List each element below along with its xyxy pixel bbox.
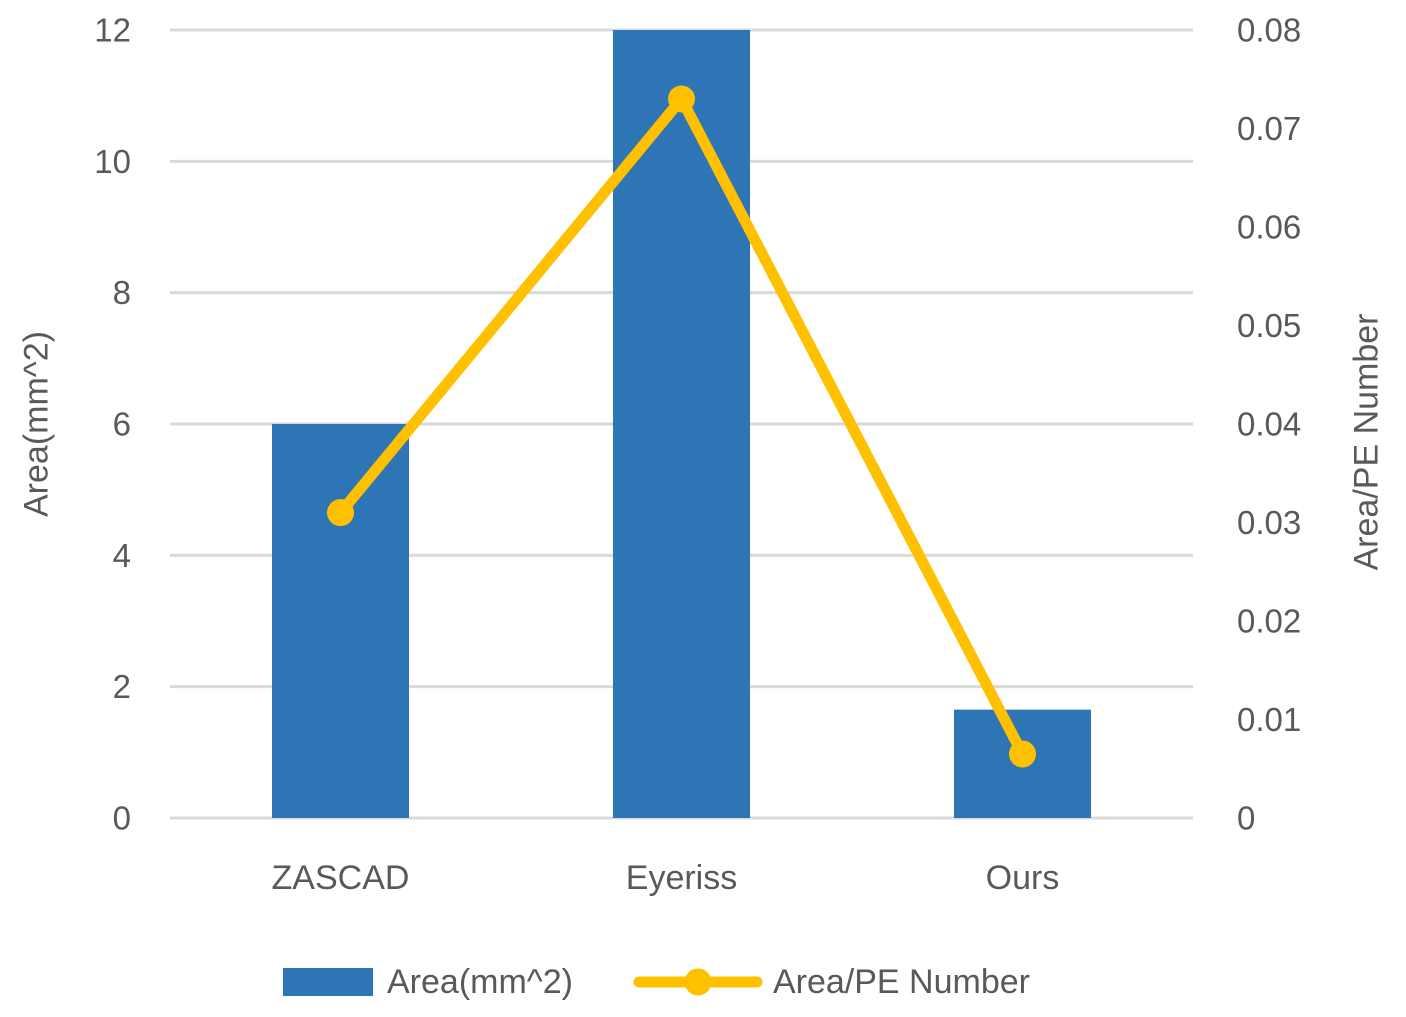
- legend-line-label: Area/PE Number: [772, 962, 1030, 1001]
- left-tick-label: 4: [113, 537, 131, 574]
- right-tick-label: 0.01: [1237, 701, 1301, 738]
- legend-bar-swatch-icon: [283, 968, 373, 996]
- right-tick-label: 0.08: [1237, 12, 1301, 49]
- left-tick-label: 10: [94, 143, 131, 180]
- bar-ZASCAD: [272, 424, 409, 818]
- legend: Area(mm^2) Area/PE Number: [283, 960, 1030, 1004]
- left-tick-label: 0: [113, 800, 131, 837]
- line-marker-Eyeriss: [668, 85, 695, 113]
- right-axis-title: Area/PE Number: [1347, 313, 1386, 571]
- right-tick-label: 0.02: [1237, 603, 1301, 640]
- line-marker-Ours: [1009, 740, 1036, 768]
- legend-bar-label: Area(mm^2): [387, 962, 573, 1001]
- left-tick-label: 8: [113, 274, 131, 311]
- right-tick-label: 0.03: [1237, 504, 1301, 541]
- right-tick-label: 0: [1237, 800, 1255, 837]
- right-tick-label: 0.06: [1237, 209, 1301, 246]
- line-marker-ZASCAD: [327, 499, 354, 527]
- legend-line-marker-icon: [633, 968, 763, 996]
- right-tick-label: 0.04: [1237, 406, 1301, 443]
- left-tick-label: 6: [113, 406, 131, 443]
- left-tick-label: 12: [94, 12, 131, 49]
- category-label-ZASCAD: ZASCAD: [272, 859, 410, 897]
- right-tick-label: 0.05: [1237, 307, 1301, 344]
- category-label-Eyeriss: Eyeriss: [626, 859, 737, 897]
- bar-Eyeriss: [613, 30, 750, 818]
- left-tick-label: 2: [113, 668, 131, 705]
- category-label-Ours: Ours: [986, 859, 1060, 897]
- left-axis-title: Area(mm^2): [17, 331, 56, 517]
- right-tick-label: 0.07: [1237, 110, 1301, 147]
